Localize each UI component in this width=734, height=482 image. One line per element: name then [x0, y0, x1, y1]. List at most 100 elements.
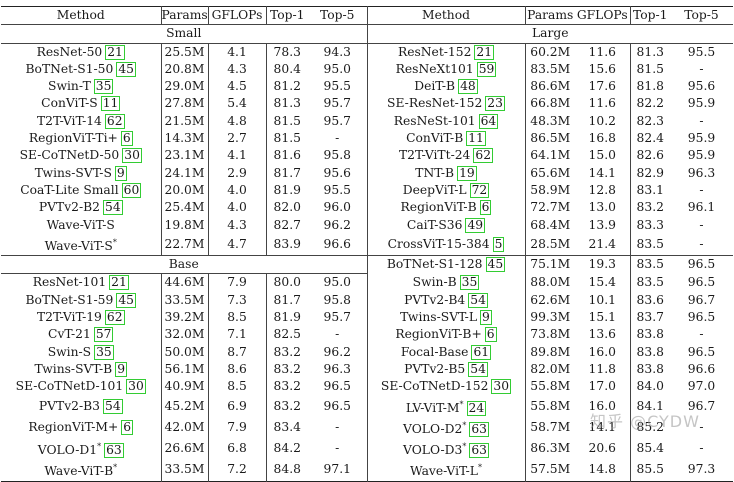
params-cell: 25.4M — [161, 199, 209, 217]
top5-cell: 95.0 — [308, 60, 368, 79]
method-cell: ResNet-101 21 — [1, 273, 162, 292]
params-cell: 45.2M — [161, 395, 209, 417]
method-name: CvT-21 — [48, 327, 91, 342]
citation-link: 45 — [116, 61, 136, 77]
params-cell: 99.3M — [530, 310, 571, 325]
method-cell: BoTNet-S1-59 45 — [1, 291, 162, 310]
citation-link: 49 — [465, 217, 486, 233]
table-row: RegionViT-M+ 6 42.0M 7.9 83.4- VOLO-D2* 63 58.7… — [1, 416, 733, 439]
citation-link: 19 — [457, 165, 477, 181]
citation-link: 63 — [469, 421, 489, 437]
citation-link: 54 — [468, 292, 488, 308]
top1-cell: 81.5 — [273, 113, 301, 128]
method-cell: DeepViT-L 72 — [367, 181, 526, 200]
top1-cell: 83.5 — [636, 275, 664, 290]
params-cell: 66.8M — [530, 96, 571, 111]
citation-link: 5 — [492, 236, 505, 252]
method-cell: SE-CoTNetD-50 30 — [1, 147, 162, 165]
method-name: ResNet-101 — [32, 275, 107, 290]
params-cell: 88.0M — [530, 275, 571, 290]
top5-cell: 96.0 — [308, 199, 368, 217]
table-row: SE-CoTNetD-50 30 23.1M 4.1 81.6 95.8 T2T-ViTt-… — [1, 147, 733, 165]
top5-cell: 95.9 — [687, 148, 716, 163]
method-cell: TNT-B 19 — [367, 164, 526, 182]
top1-cell: 81.7 — [273, 292, 301, 307]
method-cell: Wave-ViT-S — [1, 216, 162, 234]
table-row: Twins-SVT-B 9 56.1M 8.6 83.2 96.3 PVTv2-B5 54 82… — [1, 360, 733, 379]
header-params-left: Params — [161, 6, 209, 25]
top5-cell: - — [699, 419, 704, 434]
gflops-cell: 11.6 — [575, 95, 631, 113]
method-name: SE-CoTNetD-50 — [19, 148, 120, 163]
method-cell: BoTNet-S1-50 45 — [1, 60, 162, 79]
params-cell: 23.1M — [161, 147, 209, 165]
citation-link: 54 — [103, 398, 123, 414]
gflops-cell: 13.6 — [575, 326, 631, 344]
method-name: VOLO-D2 — [403, 421, 463, 436]
top5-cell: - — [699, 236, 704, 251]
top1-cell: 83.1 — [636, 182, 664, 197]
citation-link: 62 — [473, 148, 494, 164]
citation-link: 6 — [121, 419, 134, 435]
table-row: CvT-21 57 32.0M 7.1 82.5- RegionViT-B+ 6 73.8M 1… — [1, 326, 733, 344]
gflops-cell: 2.7 — [208, 130, 267, 148]
method-name: Wave-ViT-L — [410, 464, 478, 479]
top1-cell: 81.2 — [273, 79, 301, 94]
method-name: CoaT-Lite Small — [20, 182, 119, 197]
top5-cell: 94.3 — [308, 43, 368, 61]
params-cell: 82.0M — [530, 361, 571, 376]
top5-cell: 96.5 — [308, 378, 368, 396]
table-row: VOLO-D1* 63 26.6M 6.8 84.2- VOLO-D3* 63 86.3M 20… — [1, 438, 733, 460]
method-name: CrossViT-15-384 — [387, 236, 490, 251]
top1-cell: 80.4 — [273, 61, 301, 76]
gflops-cell: 7.9 — [208, 416, 267, 439]
citation-link: 30 — [126, 379, 146, 395]
top5-cell: 95.9 — [687, 96, 716, 111]
params-cell: 33.5M — [161, 459, 209, 482]
gflops-cell: 11.8 — [575, 360, 631, 379]
method-name: SE-CoTNetD-101 — [15, 379, 124, 394]
citation-link: 21 — [109, 275, 129, 291]
method-cell: SE-CoTNetD-101 30 — [1, 378, 162, 396]
header-row: Method Params GFLOPs Top-1 Top-5 Method … — [1, 6, 733, 25]
params-cell: 83.5M — [530, 61, 571, 76]
header-gflops-right: GFLOPs — [575, 6, 631, 25]
top5-cell: 95.7 — [308, 309, 368, 327]
method-cell: T2T-ViT-14 62 — [1, 112, 162, 131]
header-top5-left: Top-5 — [308, 6, 368, 25]
table-row: ConViT-S 11 27.8M 5.4 81.3 95.7 SE-ResNet-152 2… — [1, 95, 733, 113]
params-cell: 55.8M — [530, 379, 571, 394]
gflops-cell: 8.5 — [208, 378, 267, 396]
top5-cell: 95.9 — [687, 131, 716, 146]
params-cell: 62.6M — [530, 292, 571, 307]
gflops-cell: 10.2 — [575, 112, 631, 131]
top1-cell: 83.2 — [273, 344, 301, 359]
method-name: VOLO-D1 — [37, 443, 98, 458]
method-cell: VOLO-D1* 63 — [1, 438, 162, 460]
citation-link: 23 — [485, 96, 505, 112]
top1-cell: 82.4 — [636, 131, 664, 146]
top5-cell: - — [699, 441, 704, 456]
citation-link: 21 — [105, 44, 125, 60]
top5-cell: - — [308, 416, 368, 439]
star-mark: * — [477, 463, 482, 473]
method-name: DeiT-B — [414, 79, 456, 94]
method-cell: PVTv2-B5 54 — [367, 360, 526, 379]
top1-cell: 78.3 — [273, 44, 301, 59]
top5-cell: 95.8 — [308, 147, 368, 165]
citation-link: 9 — [114, 165, 127, 181]
citation-link: 62 — [104, 113, 125, 129]
top5-cell: 95.6 — [308, 164, 368, 182]
top5-cell: 96.3 — [308, 360, 368, 379]
method-name: Focal-Base — [400, 344, 469, 359]
table-row: Wave-ViT-S 19.8M 4.3 82.7 96.2 CaiT-S36 49 68.4… — [1, 216, 733, 234]
table-row: Twins-SVT-S 9 24.1M 2.9 81.7 95.6 TNT-B 19 65.6M… — [1, 164, 733, 182]
star-mark: * — [97, 442, 102, 452]
citation-link: 24 — [466, 400, 487, 416]
star-mark: * — [459, 399, 464, 409]
gflops-cell: 7.9 — [208, 273, 267, 292]
gflops-cell: 4.0 — [208, 181, 267, 200]
method-name: T2T-ViT-14 — [36, 113, 102, 128]
section-label: Small — [1, 24, 368, 44]
section-label: Base — [1, 255, 368, 275]
